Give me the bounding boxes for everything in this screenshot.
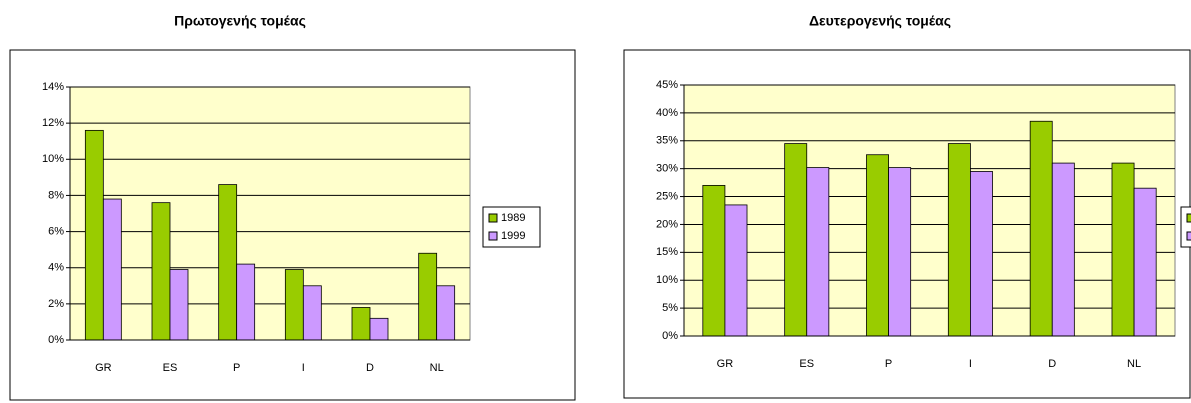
x-tick-label: P <box>885 358 892 370</box>
y-tick-label: 40% <box>656 107 678 119</box>
x-tick-label: GR <box>95 362 112 374</box>
bar <box>866 154 889 337</box>
bar <box>84 129 104 341</box>
x-tick-label: GR <box>717 358 734 370</box>
y-tick-label: 4% <box>48 262 64 274</box>
y-tick-label: 12% <box>42 117 64 129</box>
bar <box>218 184 238 341</box>
bar <box>1133 187 1157 337</box>
chart-title: Πρωτογενής τομέας <box>174 13 306 29</box>
y-tick-label: 0% <box>48 334 64 346</box>
bar <box>302 285 322 341</box>
x-tick-label: NL <box>1127 358 1141 370</box>
x-tick-label: ES <box>799 358 814 370</box>
legend-swatch <box>488 231 498 241</box>
legend-swatch <box>488 213 498 223</box>
bar <box>806 167 830 337</box>
y-tick-label: 2% <box>48 298 64 310</box>
plot-area <box>69 86 471 341</box>
bar <box>151 202 171 341</box>
bar <box>784 143 808 337</box>
y-tick-label: 25% <box>656 190 678 202</box>
y-tick-label: 45% <box>656 79 678 91</box>
x-tick-label: I <box>969 358 972 370</box>
bar <box>947 143 971 337</box>
bar <box>1111 162 1135 337</box>
y-tick-label: 15% <box>656 246 678 258</box>
y-tick-label: 5% <box>662 302 678 314</box>
x-tick-label: P <box>233 362 240 374</box>
bar <box>888 167 912 337</box>
bar <box>724 204 748 337</box>
legend-swatch <box>1186 213 1191 223</box>
bar <box>236 263 256 341</box>
bar <box>169 269 189 341</box>
y-tick-label: 8% <box>48 189 64 201</box>
legend-label: 1989 <box>501 212 525 224</box>
y-tick-label: 14% <box>42 81 64 93</box>
x-tick-label: I <box>302 362 305 374</box>
bar <box>351 307 371 341</box>
y-tick-label: 6% <box>48 225 64 237</box>
x-tick-label: ES <box>163 362 178 374</box>
y-tick-label: 10% <box>656 274 678 286</box>
bar <box>702 184 726 337</box>
y-tick-label: 20% <box>656 218 678 230</box>
bar <box>1051 162 1075 337</box>
x-tick-label: D <box>366 362 374 374</box>
bar <box>284 269 304 341</box>
x-tick-label: D <box>1048 358 1056 370</box>
plot-area <box>683 84 1176 337</box>
bar <box>970 171 993 337</box>
y-tick-label: 10% <box>42 153 64 165</box>
bar <box>102 198 122 341</box>
legend-swatch <box>1186 231 1191 241</box>
y-tick-label: 0% <box>662 330 678 342</box>
y-tick-label: 35% <box>656 135 678 147</box>
x-tick-label: NL <box>430 362 444 374</box>
bar <box>1029 120 1053 337</box>
bar <box>436 285 456 341</box>
bar <box>418 252 438 341</box>
y-tick-label: 30% <box>656 163 678 175</box>
legend-label: 1999 <box>501 230 525 242</box>
bar <box>369 317 389 341</box>
chart-title: Δευτερογενής τομέας <box>809 13 951 29</box>
legend <box>1180 206 1191 248</box>
